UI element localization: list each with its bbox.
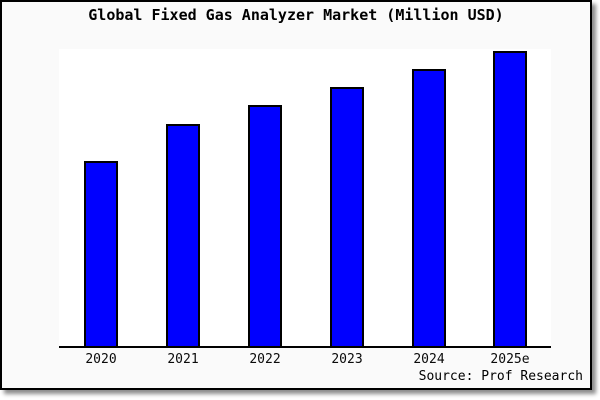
x-tick-label-2025e: 2025e xyxy=(490,352,530,367)
plot-area xyxy=(59,49,551,348)
source-note: Source: Prof Research xyxy=(418,369,583,384)
bar-2024 xyxy=(412,68,446,346)
x-tick-label-2024: 2024 xyxy=(413,352,445,367)
bar-2022 xyxy=(248,104,282,346)
x-tick-label-2023: 2023 xyxy=(331,352,363,367)
x-tick-label-2021: 2021 xyxy=(167,352,199,367)
bar-2023 xyxy=(330,86,364,346)
bar-2021 xyxy=(166,123,200,346)
x-tick-label-2020: 2020 xyxy=(85,352,117,367)
chart-title: Global Fixed Gas Analyzer Market (Millio… xyxy=(88,6,504,24)
x-tick-label-2022: 2022 xyxy=(249,352,281,367)
bar-2020 xyxy=(84,161,118,346)
bar-2025e xyxy=(493,50,527,346)
chart-frame: Global Fixed Gas Analyzer Market (Millio… xyxy=(0,0,592,390)
